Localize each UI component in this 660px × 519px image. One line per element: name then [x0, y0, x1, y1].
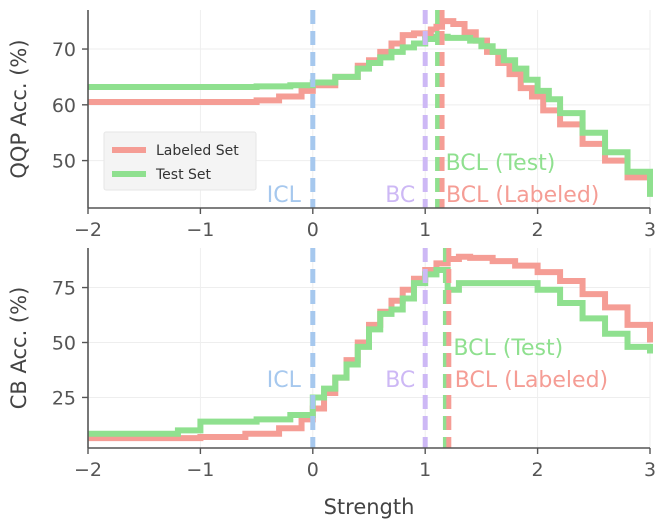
annotation-icl: ICL	[267, 368, 302, 393]
x-tick-label: −2	[74, 459, 102, 481]
x-tick-label: 2	[532, 219, 544, 241]
series-line-test-set	[88, 33, 653, 197]
legend-label: Labeled Set	[156, 143, 239, 159]
x-tick-label: 3	[644, 459, 656, 481]
x-tick-label: 1	[419, 459, 431, 481]
annotation-bc: BC	[385, 368, 415, 393]
legend: Labeled Set Test Set	[103, 131, 257, 191]
x-tick-label: 3	[644, 219, 656, 241]
x-tick-label: 2	[532, 459, 544, 481]
y-tick-label: 25	[52, 387, 76, 409]
x-tick-label: −2	[74, 219, 102, 241]
annotation-icl: ICL	[267, 183, 302, 208]
chart-cb: ICL BC BCL (Test) BCL (Labeled) −2 −1 0 1 2 3 25 50…	[7, 248, 656, 519]
y-axis-label: QQP Acc. (%)	[7, 39, 31, 178]
series-line-labeled-set	[88, 253, 653, 442]
y-tick-label: 50	[52, 333, 76, 355]
legend-label: Test Set	[155, 167, 212, 183]
x-tick-label: −1	[186, 219, 214, 241]
y-tick-label: 50	[52, 151, 76, 173]
annotation-bcl-test: BCL (Test)	[453, 336, 563, 361]
x-axis-label: Strength	[324, 495, 415, 519]
chart-qqp: ICL BC BCL (Test) BCL (Labeled) −2 −1 0 1 2 3 50 60…	[7, 10, 656, 241]
y-tick-label: 75	[52, 278, 76, 300]
annotation-bcl-labeled: BCL (Labeled)	[446, 183, 599, 208]
x-tick-label: 1	[419, 219, 431, 241]
y-tick-label: 70	[52, 39, 76, 61]
x-tick-label: 0	[307, 219, 319, 241]
x-tick-label: 0	[307, 459, 319, 481]
y-axis-label: CB Acc. (%)	[7, 287, 31, 410]
annotation-bcl-test: BCL (Test)	[446, 151, 556, 176]
x-tick-label: −1	[186, 459, 214, 481]
annotation-bc: BC	[385, 183, 415, 208]
series-line-test-set	[88, 266, 653, 437]
annotation-bcl-labeled: BCL (Labeled)	[455, 368, 608, 393]
y-tick-label: 60	[52, 95, 76, 117]
